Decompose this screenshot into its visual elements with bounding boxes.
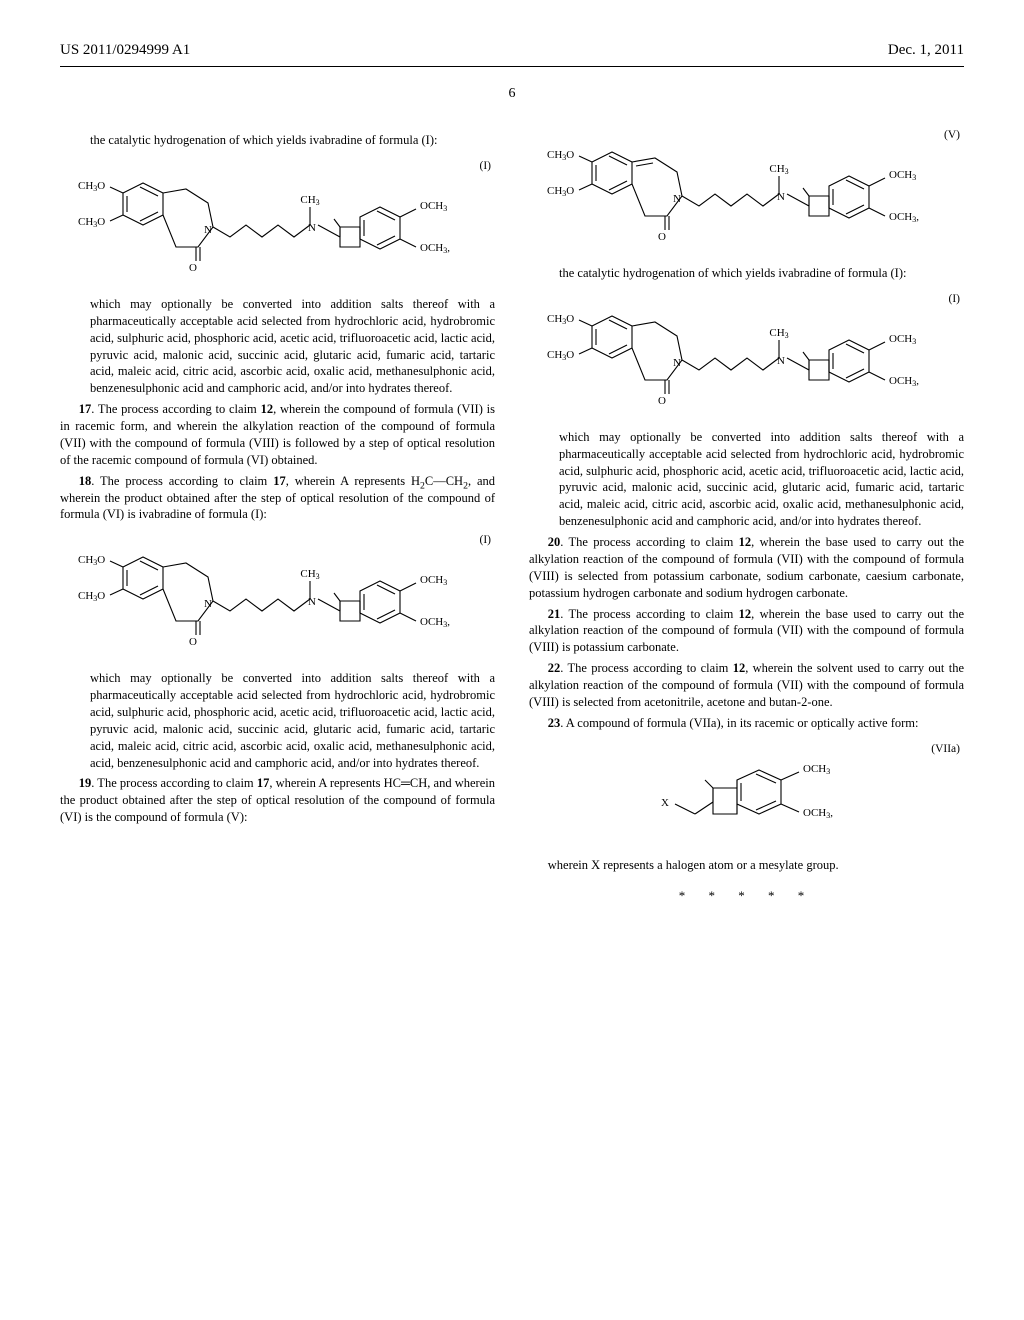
left-column: the catalytic hydrogenation of which yie… [60,132,495,905]
svg-text:CH3O: CH3O [78,180,105,193]
svg-text:CH3: CH3 [300,568,319,581]
svg-text:CH3O: CH3O [547,313,574,326]
formula-label-V: (V) [944,128,960,144]
svg-text:OCH3: OCH3 [420,574,447,587]
ivabradine-structure-icon: CH3O CH3O N O CH3 N OCH3 OCH3, [78,537,478,655]
svg-text:OCH3,: OCH3, [889,375,919,388]
header-rule [60,66,964,67]
left-intro-1: the catalytic hydrogenation of which yie… [60,132,495,149]
page-number: 6 [60,85,964,104]
claim-18: 18. The process according to claim 17, w… [60,473,495,524]
right-column: (V) [529,132,964,905]
right-salt-1: which may optionally be converted into a… [529,429,964,530]
left-salt-2: which may optionally be converted into a… [60,670,495,771]
svg-text:N: N [673,193,681,205]
formula-I-block-1: (I) [60,163,495,286]
claim-22: 22. The process according to claim 12, w… [529,660,964,711]
claim-21: 21. The process according to claim 12, w… [529,606,964,657]
compound-V-structure-icon: CH3O CH3O N O CH3 N OCH3 OCH3, [547,132,947,250]
svg-text:N: N [673,357,681,369]
svg-text:OCH3: OCH3 [420,200,447,213]
svg-text:OCH3: OCH3 [889,333,916,346]
claim-17: 17. The process according to claim 12, w… [60,401,495,469]
end-of-document-marks: * * * * * [529,887,964,905]
formula-VIIa-block: (VIIa) [529,746,964,847]
formula-label-I-2: (I) [480,533,492,549]
publication-date: Dec. 1, 2011 [888,40,964,60]
svg-text:CH3O: CH3O [547,149,574,162]
svg-text:O: O [189,262,197,274]
svg-text:N: N [308,222,316,234]
svg-text:OCH3: OCH3 [889,169,916,182]
claim-19: 19. The process according to claim 17, w… [60,775,495,826]
left-salt-1: which may optionally be converted into a… [60,296,495,397]
right-wherein: wherein X represents a halogen atom or a… [529,857,964,874]
svg-text:O: O [658,231,666,243]
svg-text:CH3O: CH3O [78,554,105,567]
svg-text:OCH3,: OCH3, [420,616,450,629]
svg-text:CH3O: CH3O [547,349,574,362]
svg-text:OCH3,: OCH3, [889,211,919,224]
svg-text:CH3O: CH3O [78,590,105,603]
svg-text:N: N [308,596,316,608]
svg-text:OCH3,: OCH3, [803,807,833,820]
formula-label-I-3: (I) [949,292,961,308]
svg-text:N: N [777,355,785,367]
svg-text:CH3: CH3 [769,163,788,176]
svg-text:CH3: CH3 [769,327,788,340]
ivabradine-structure-icon: CH3O CH3O N O CH3 N OCH3 OCH3, [547,296,947,414]
svg-text:CH3: CH3 [300,194,319,207]
claim-20: 20. The process according to claim 12, w… [529,534,964,602]
formula-label-I-1: (I) [480,159,492,175]
compound-VIIa-structure-icon: X OCH3 OCH3, [647,746,887,842]
svg-text:O: O [189,636,197,648]
svg-text:X: X [661,797,669,809]
svg-text:CH3O: CH3O [547,185,574,198]
ivabradine-structure-icon: CH3O CH3O N O CH3 N OCH3 OCH3, [78,163,478,281]
formula-I-block-3: (I) [529,296,964,419]
publication-number: US 2011/0294999 A1 [60,40,190,60]
right-intro-1: the catalytic hydrogenation of which yie… [529,265,964,282]
svg-text:N: N [777,191,785,203]
svg-text:O: O [658,395,666,407]
svg-text:OCH3,: OCH3, [420,242,450,255]
svg-text:CH3O: CH3O [78,216,105,229]
svg-text:N: N [204,598,212,610]
svg-text:OCH3: OCH3 [803,763,830,776]
claim-23: 23. A compound of formula (VIIa), in its… [529,715,964,732]
svg-text:N: N [204,224,212,236]
formula-I-block-2: (I) [60,537,495,660]
formula-label-VIIa: (VIIa) [931,742,960,758]
formula-V-block: (V) [529,132,964,255]
